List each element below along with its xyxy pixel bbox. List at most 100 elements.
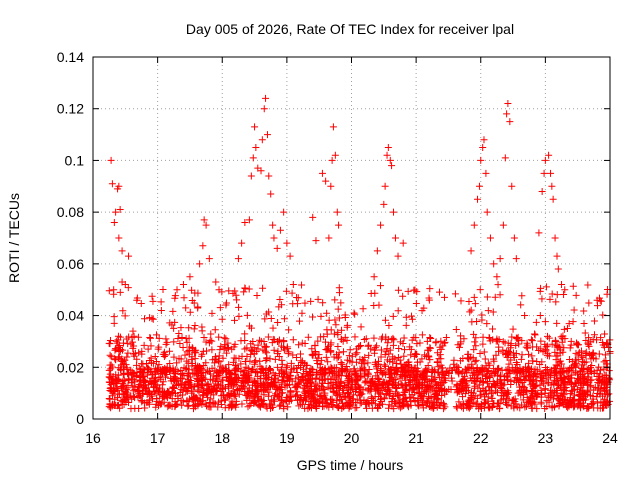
data-point	[527, 388, 535, 396]
data-point	[230, 316, 238, 324]
x-tick-label: 20	[344, 430, 360, 446]
data-point	[407, 369, 415, 377]
data-point	[543, 342, 551, 350]
data-point	[357, 391, 365, 399]
data-point	[301, 339, 309, 347]
data-point	[457, 297, 465, 305]
data-point	[364, 397, 372, 405]
data-point	[529, 378, 537, 386]
data-point	[377, 335, 385, 343]
data-point	[489, 336, 497, 344]
data-point	[307, 391, 315, 399]
data-point	[202, 369, 210, 377]
data-point	[110, 319, 118, 327]
data-point	[399, 239, 407, 247]
data-point	[436, 343, 444, 351]
data-point	[148, 314, 156, 322]
data-point	[483, 293, 491, 301]
data-point	[495, 336, 503, 344]
data-point	[381, 182, 389, 190]
data-point	[402, 313, 410, 321]
data-point	[374, 384, 382, 392]
data-point	[516, 383, 524, 391]
data-point	[217, 388, 225, 396]
data-point	[458, 393, 466, 401]
data-point	[504, 339, 512, 347]
data-point	[219, 354, 227, 362]
data-point	[208, 346, 216, 354]
data-point	[320, 333, 328, 341]
data-point	[427, 386, 435, 394]
data-point	[222, 335, 230, 343]
data-point	[334, 343, 342, 351]
data-point	[345, 371, 353, 379]
data-point	[158, 388, 166, 396]
data-point	[510, 402, 518, 410]
data-point	[389, 353, 397, 361]
data-point	[389, 334, 397, 342]
data-point	[579, 365, 587, 373]
data-point	[585, 299, 593, 307]
data-point	[337, 358, 345, 366]
data-point	[219, 376, 227, 384]
data-point	[440, 401, 448, 409]
data-point	[583, 390, 591, 398]
data-point	[513, 360, 521, 368]
data-point	[510, 376, 518, 384]
data-point	[131, 404, 139, 412]
data-point	[241, 330, 249, 338]
data-point	[189, 369, 197, 377]
data-point	[582, 350, 590, 358]
data-point	[394, 252, 402, 260]
data-point	[147, 368, 155, 376]
data-point	[346, 346, 354, 354]
data-point	[246, 357, 254, 365]
data-point	[413, 368, 421, 376]
data-point	[163, 371, 171, 379]
y-tick-label: 0.12	[57, 101, 84, 117]
data-point	[298, 309, 306, 317]
data-point	[604, 344, 612, 352]
data-point	[414, 397, 422, 405]
data-point	[194, 362, 202, 370]
data-point	[204, 403, 212, 411]
data-point	[234, 255, 242, 263]
data-point	[353, 377, 361, 385]
data-point	[329, 123, 337, 131]
data-point	[124, 284, 132, 292]
data-point	[548, 388, 556, 396]
x-tick-label: 21	[408, 430, 424, 446]
data-point	[306, 397, 314, 405]
data-point	[549, 195, 557, 203]
data-point	[295, 402, 303, 410]
data-point	[352, 399, 360, 407]
data-point	[107, 337, 115, 345]
data-point	[574, 356, 582, 364]
data-point	[214, 403, 222, 411]
data-point	[136, 377, 144, 385]
y-axis-label: ROTI / TECUs	[6, 193, 22, 283]
data-point	[571, 385, 579, 393]
data-point	[579, 373, 587, 381]
data-point	[596, 366, 604, 374]
data-point	[180, 294, 188, 302]
data-point	[328, 156, 336, 164]
data-point	[235, 384, 243, 392]
data-point	[553, 319, 561, 327]
data-point	[198, 373, 206, 381]
data-point	[383, 345, 391, 353]
data-point	[346, 368, 354, 376]
data-point	[228, 345, 236, 353]
data-point	[255, 400, 263, 408]
data-point	[215, 381, 223, 389]
data-point	[502, 399, 510, 407]
data-point	[245, 390, 253, 398]
data-point	[129, 387, 137, 395]
data-point	[580, 307, 588, 315]
data-point	[254, 394, 262, 402]
data-point	[546, 295, 554, 303]
y-tick-label: 0.1	[65, 152, 85, 168]
data-point	[324, 342, 332, 350]
data-point	[513, 334, 521, 342]
data-point	[423, 337, 431, 345]
